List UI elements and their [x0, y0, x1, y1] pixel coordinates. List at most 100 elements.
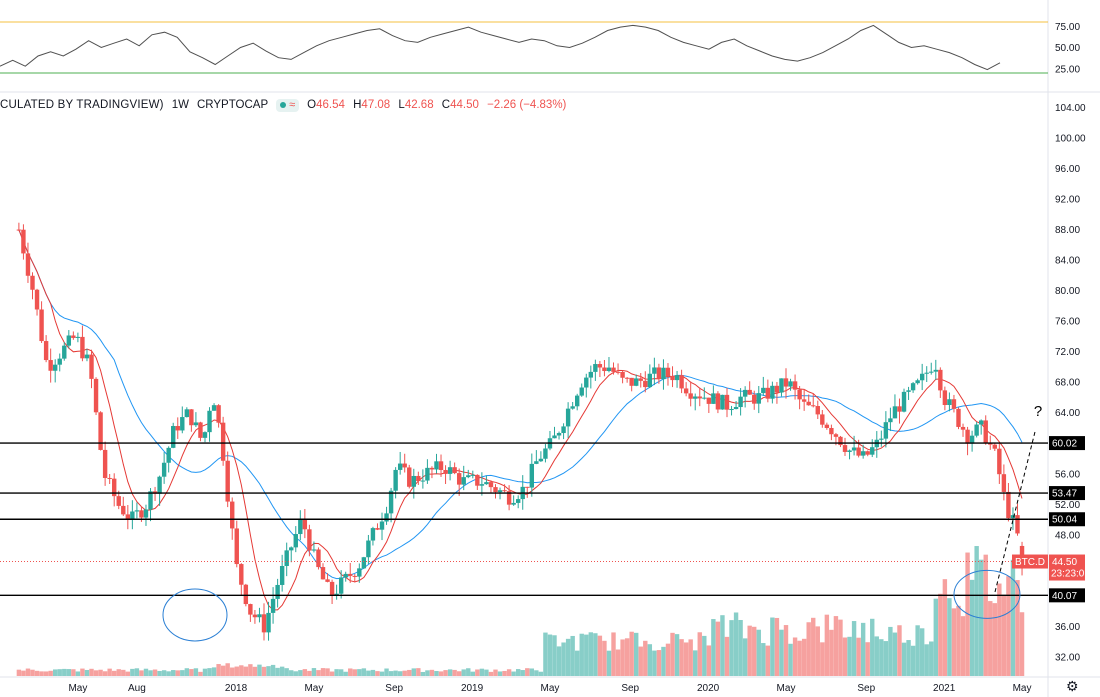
volume-bar — [112, 670, 117, 676]
volume-bar — [57, 669, 62, 676]
volume-bar — [470, 671, 475, 676]
candle-body — [679, 375, 684, 389]
last-price-tag — [1049, 554, 1085, 581]
volume-bar — [960, 616, 966, 676]
volume-bar — [815, 626, 820, 676]
rsi-tick-label: 50.00 — [1055, 43, 1080, 54]
candle-body — [261, 614, 267, 633]
candle-body — [402, 463, 407, 468]
symbol-tag — [1012, 554, 1048, 569]
candle-body — [384, 513, 389, 522]
candle-body — [43, 341, 49, 361]
exchange-label: CRYPTOCAP — [196, 99, 269, 111]
volume-bar — [75, 671, 81, 676]
volume-bar — [152, 669, 158, 676]
volume-bar — [121, 669, 126, 676]
volume-bar — [901, 642, 907, 676]
volume-bar — [52, 669, 58, 676]
symbol-name[interactable]: CULATED BY TRADINGVIEW) — [0, 99, 164, 111]
volume-bar — [130, 668, 135, 676]
candle-body — [788, 381, 793, 387]
volume-bar — [806, 622, 811, 676]
candle-body — [652, 367, 657, 374]
volume-bar — [98, 669, 103, 676]
candle-body — [647, 373, 653, 388]
volume-bar — [597, 635, 603, 676]
volume-bar — [175, 670, 180, 676]
volume-bar — [84, 669, 90, 676]
candle-body — [797, 389, 802, 400]
indicator-badge[interactable]: ≈ — [276, 98, 300, 112]
volume-bar — [801, 638, 807, 676]
volume-bar — [189, 669, 194, 676]
candle-body — [593, 364, 598, 372]
volume-bar — [929, 641, 934, 676]
candle-body — [525, 486, 530, 488]
volume-bar — [915, 625, 920, 676]
volume-bar — [729, 620, 734, 676]
candle-body — [279, 565, 285, 585]
volume-bar — [947, 598, 952, 676]
volume-bar — [547, 634, 553, 676]
volume-bar — [397, 671, 403, 676]
volume-bar — [956, 605, 961, 676]
candle-body — [552, 435, 557, 439]
candle-body — [538, 458, 544, 462]
candle-body — [134, 510, 140, 512]
candle-body — [570, 406, 575, 409]
candle-body — [488, 482, 494, 488]
candle-body — [634, 378, 639, 386]
settings-gear-icon[interactable]: ⚙ — [1066, 678, 1079, 694]
volume-bar — [352, 669, 357, 676]
candle-body — [266, 612, 271, 633]
candle-body — [870, 447, 875, 455]
candle-body — [656, 367, 662, 380]
candle-body — [983, 420, 988, 444]
volume-bar — [584, 634, 589, 676]
candle-body — [879, 438, 884, 440]
candle-body — [447, 467, 453, 474]
volume-bar — [475, 669, 480, 676]
candle-body — [515, 499, 521, 503]
volume-bar — [629, 631, 634, 676]
volume-bar — [80, 668, 85, 676]
candle-body — [815, 406, 820, 415]
level-price-tag-label: 50.04 — [1052, 515, 1077, 526]
candle-body — [715, 393, 721, 410]
volume-bar — [184, 668, 190, 676]
volume-bar — [420, 671, 426, 676]
volume-bar — [284, 668, 289, 676]
candle-body — [770, 385, 775, 399]
volume-bar — [829, 629, 834, 676]
volume-bar — [198, 671, 203, 676]
volume-bar — [938, 593, 943, 676]
candle-body — [924, 372, 929, 374]
ma-slow-line — [18, 229, 1023, 580]
candle-body — [615, 371, 621, 373]
volume-bar — [89, 668, 94, 676]
volume-bar — [870, 618, 875, 676]
price-tick-label: 100.00 — [1055, 133, 1086, 144]
volume-bar — [479, 668, 485, 676]
volume-bar — [443, 670, 448, 676]
candle-body — [824, 424, 830, 428]
candle-body — [974, 424, 979, 436]
candle-body — [220, 422, 226, 461]
candle-body — [307, 529, 312, 551]
volume-bar — [711, 619, 716, 676]
candle-body — [66, 335, 72, 346]
volume-bar — [511, 671, 516, 676]
interval-label[interactable]: 1W — [171, 99, 189, 111]
candle-body — [529, 463, 535, 488]
volume-bar — [788, 643, 793, 676]
volume-bar — [357, 669, 362, 676]
volume-bar — [774, 617, 780, 676]
candle-body — [456, 473, 462, 485]
time-tick-label: Sep — [385, 683, 403, 694]
volume-bar — [733, 612, 739, 676]
volume-bar — [933, 598, 938, 676]
volume-bar — [407, 669, 412, 676]
volume-bar — [942, 579, 948, 676]
volume-bar — [715, 621, 721, 676]
